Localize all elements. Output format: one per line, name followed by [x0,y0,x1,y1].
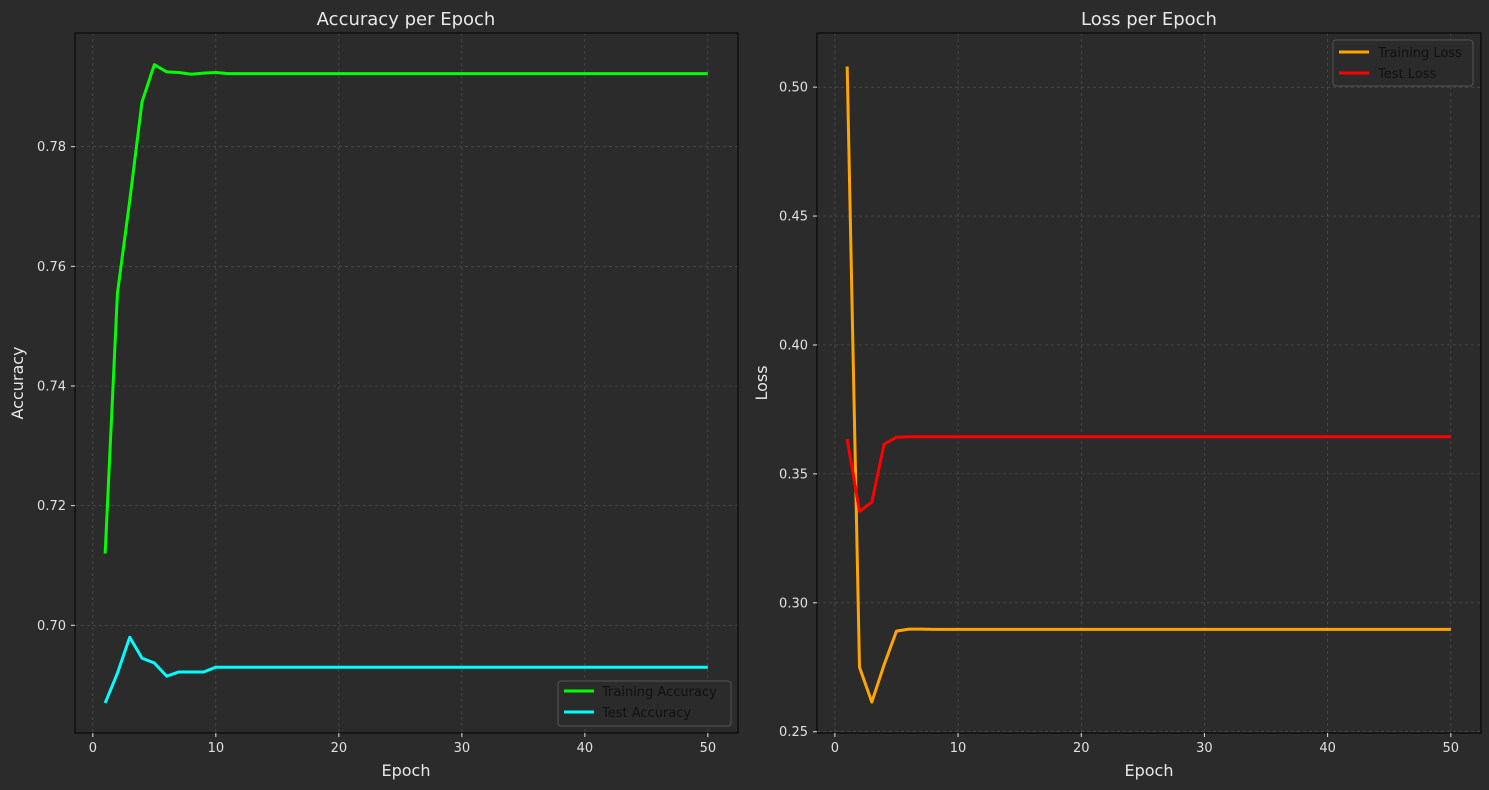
loss-chart-title: Loss per Epoch [1081,9,1217,30]
accuracy-x-tick-label: 40 [577,741,594,756]
loss-plot-frame [816,32,1482,734]
accuracy-x-ticks: 0 10 20 30 40 50 [89,733,716,756]
loss-plot-area [817,33,1481,733]
legend-label-training-accuracy: Training Accuracy [601,685,717,700]
loss-x-axis-label: Epoch [1125,761,1174,780]
accuracy-y-tick-label: 0.70 [37,619,66,634]
loss-x-tick-label: 20 [1073,741,1090,756]
loss-x-tick-label: 30 [1196,741,1213,756]
loss-x-ticks: 0 10 20 30 40 50 [831,733,1459,756]
loss-y-tick-label: 0.50 [779,81,808,96]
loss-x-tick-label: 50 [1443,741,1460,756]
loss-x-tick-label: 0 [831,741,839,756]
accuracy-x-tick-label: 20 [331,741,348,756]
loss-y-ticks: 0.25 0.30 0.35 0.40 0.45 0.50 [779,81,817,740]
accuracy-x-tick-label: 30 [454,741,471,756]
legend-label-training-loss: Training Loss [1377,46,1462,61]
loss-series [845,66,1451,704]
accuracy-x-tick-label: 10 [208,741,225,756]
accuracy-legend-box [557,680,732,727]
accuracy-legend: Training Accuracy Test Accuracy [557,680,732,727]
accuracy-x-axis-label: Epoch [382,761,431,780]
series-line-training-loss [845,66,1451,704]
loss-y-tick-label: 0.45 [779,210,808,225]
accuracy-chart-title: Accuracy per Epoch [317,9,496,30]
legend-label-test-loss: Test Loss [1377,67,1436,82]
series-line-training-accuracy [103,63,708,554]
series-line-test-accuracy [103,635,708,704]
loss-y-tick-label: 0.30 [779,596,808,611]
accuracy-y-ticks: 0.70 0.72 0.74 0.76 0.78 [37,140,75,634]
accuracy-plot-area [75,33,738,733]
accuracy-plot-frame [74,32,739,734]
accuracy-y-tick-label: 0.78 [37,140,66,155]
accuracy-x-tick-label: 0 [89,741,97,756]
loss-y-axis-label: Loss [752,365,771,400]
loss-y-tick-label: 0.35 [779,467,808,482]
loss-chart: 0 10 20 30 40 50 0.25 0.30 0.35 0.40 0.45 0.50 Los… [752,9,1482,780]
accuracy-y-tick-label: 0.74 [37,379,66,394]
accuracy-chart: 0 10 20 30 40 50 0.70 0.72 0.74 0.76 0.78 Accurac… [8,9,739,780]
series-line-test-loss [845,435,1451,513]
loss-y-tick-label: 0.40 [779,338,808,353]
loss-x-tick-label: 10 [950,741,967,756]
accuracy-y-axis-label: Accuracy [8,346,27,419]
loss-x-tick-label: 40 [1319,741,1336,756]
legend-label-test-accuracy: Test Accuracy [601,706,691,721]
accuracy-grid [75,33,738,733]
accuracy-y-tick-label: 0.72 [37,499,66,514]
accuracy-x-tick-label: 50 [700,741,717,756]
loss-legend: Training Loss Test Loss [1332,39,1474,87]
accuracy-y-tick-label: 0.76 [37,260,66,275]
loss-y-tick-label: 0.25 [779,725,808,740]
loss-grid [817,33,1481,733]
accuracy-series [103,63,708,704]
